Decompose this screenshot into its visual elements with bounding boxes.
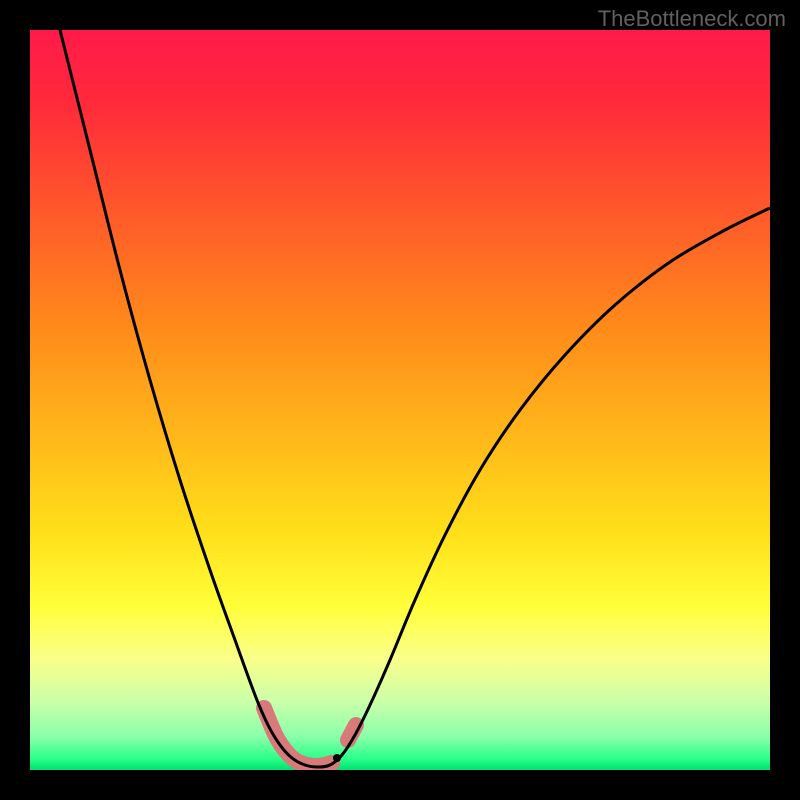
minimum-dot bbox=[333, 754, 341, 762]
watermark-text: TheBottleneck.com bbox=[598, 6, 786, 32]
chart-svg bbox=[30, 30, 770, 770]
bottleneck-chart bbox=[30, 30, 770, 770]
gradient-background bbox=[30, 30, 770, 770]
